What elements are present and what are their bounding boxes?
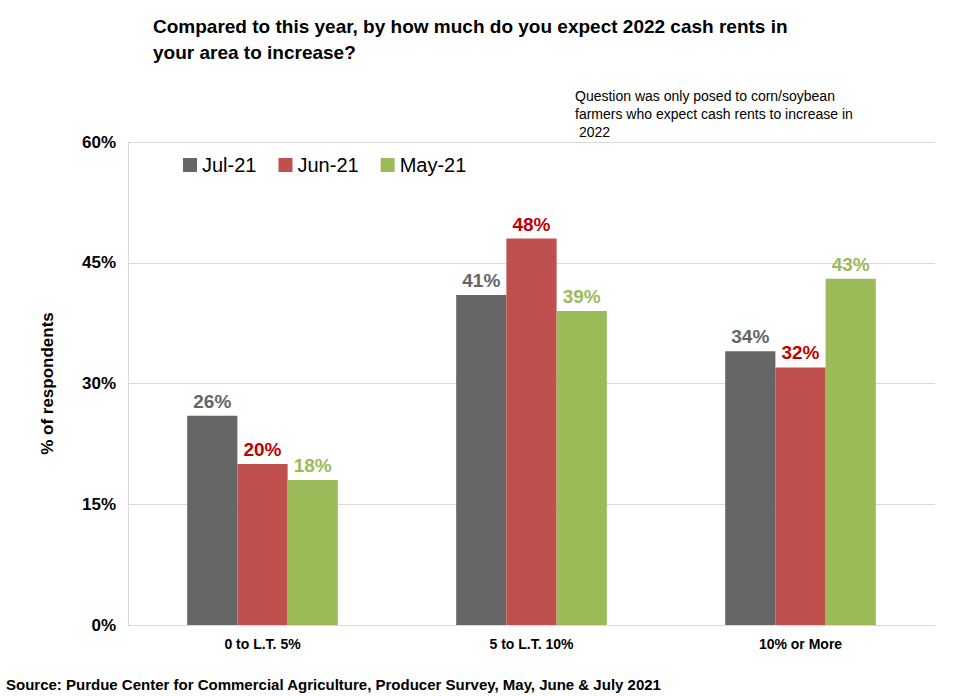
svg-text:32%: 32%	[781, 342, 819, 363]
svg-text:Jun-21: Jun-21	[297, 154, 358, 176]
svg-text:your area to increase?: your area to increase?	[153, 42, 356, 63]
svg-text:41%: 41%	[462, 270, 500, 291]
svg-text:Source: Purdue Center for Comm: Source: Purdue Center for Commercial Agr…	[6, 676, 661, 693]
svg-text:0%: 0%	[91, 616, 116, 635]
svg-text:26%: 26%	[193, 391, 231, 412]
svg-text:34%: 34%	[731, 326, 769, 347]
svg-text:15%: 15%	[82, 495, 116, 514]
svg-text:Compared to this year, by how: Compared to this year, by how much do yo…	[153, 16, 793, 37]
svg-text:2022: 2022	[575, 124, 610, 140]
svg-text:39%: 39%	[563, 286, 601, 307]
svg-text:48%: 48%	[512, 214, 550, 235]
svg-text:Jul-21: Jul-21	[202, 154, 256, 176]
svg-text:60%: 60%	[82, 133, 116, 152]
svg-text:5 to L.T. 10%: 5 to L.T. 10%	[489, 636, 574, 652]
svg-text:45%: 45%	[82, 253, 116, 272]
svg-text:0 to L.T. 5%: 0 to L.T. 5%	[224, 636, 301, 652]
svg-text:30%: 30%	[82, 374, 116, 393]
svg-text:farmers who expect cash rents: farmers who expect cash rents to increas…	[575, 106, 853, 122]
svg-text:10% or More: 10% or More	[759, 636, 842, 652]
svg-text:20%: 20%	[243, 439, 281, 460]
svg-text:43%: 43%	[832, 254, 870, 275]
svg-text:May-21: May-21	[400, 154, 467, 176]
svg-text:Question was only posed to cor: Question was only posed to corn/soybean	[575, 88, 839, 104]
svg-text:18%: 18%	[294, 455, 332, 476]
svg-text:% of respondents: % of respondents	[38, 312, 57, 455]
